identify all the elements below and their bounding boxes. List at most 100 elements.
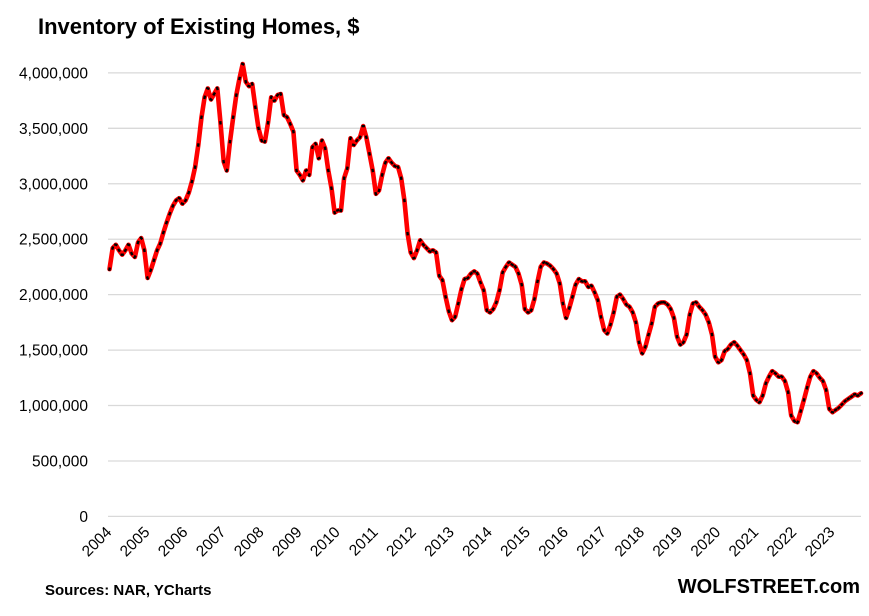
data-point-dash-marker <box>662 300 667 305</box>
data-point-dash-marker <box>389 160 394 165</box>
data-point-dash-marker <box>399 176 403 181</box>
data-point-dash-marker <box>510 262 515 267</box>
data-point-dash-marker <box>710 332 714 337</box>
data-point-dash-marker <box>409 250 413 255</box>
data-point-dash-marker <box>244 79 248 84</box>
data-point-dash-marker <box>358 135 362 140</box>
data-point-dash-marker <box>691 301 695 306</box>
x-tick-label: 2008 <box>231 524 267 560</box>
data-point-dash-marker <box>827 406 831 411</box>
data-point-dash-marker <box>326 168 330 173</box>
x-tick-label: 2010 <box>307 524 344 561</box>
data-point-dash-marker <box>612 310 616 315</box>
data-point-dash-marker <box>437 273 441 278</box>
data-point-dash-marker <box>368 151 371 156</box>
data-point-dash-marker <box>802 397 806 402</box>
y-tick-label: 2,000,000 <box>19 287 88 304</box>
data-point-dash-marker <box>418 238 423 243</box>
data-point-dash-marker <box>646 332 651 337</box>
data-point-dash-marker <box>786 390 790 395</box>
data-point-dash-marker <box>713 354 717 359</box>
data-point-dash-marker <box>345 166 349 171</box>
data-point-dash-marker <box>152 258 156 263</box>
data-point-dash-marker <box>205 86 210 91</box>
data-point-dash-marker <box>751 393 755 398</box>
data-point-dash-marker <box>643 344 648 349</box>
data-point-dash-marker <box>650 321 654 326</box>
x-tick-label: 2015 <box>497 524 533 560</box>
data-point-dash-marker <box>431 248 435 252</box>
data-point-dash-marker <box>187 190 191 195</box>
data-point-dash-marker <box>136 240 140 245</box>
data-point-dash-marker <box>523 307 527 311</box>
data-point-dash-marker <box>374 191 378 196</box>
data-point-dash-marker <box>536 279 540 284</box>
data-point-dash-marker <box>108 267 111 272</box>
data-point-dash-marker <box>351 143 356 147</box>
data-point-dash-marker <box>424 246 429 251</box>
data-point-dash-marker <box>719 357 724 363</box>
data-point-dash-marker <box>475 271 480 276</box>
data-point-dash-marker <box>275 92 280 98</box>
data-point-dash-marker <box>123 248 128 253</box>
data-point-dash-marker <box>773 371 778 376</box>
data-point-dash-marker <box>576 277 581 281</box>
data-point-dash-marker <box>459 287 464 292</box>
data-point-dash-marker <box>415 248 419 253</box>
data-point-dash-marker <box>126 242 131 247</box>
data-point-dash-marker <box>193 165 197 170</box>
data-point-dash-marker <box>285 115 290 120</box>
data-point-dash-marker <box>688 312 692 317</box>
data-point-dash-marker <box>681 340 686 345</box>
x-tick-label: 2022 <box>764 524 800 560</box>
data-point-dash-marker <box>313 141 318 146</box>
data-point-dash-marker <box>551 267 556 272</box>
data-point-dash-marker <box>554 271 559 276</box>
data-point-dash-marker <box>830 410 835 414</box>
data-point-dash-marker <box>637 340 641 345</box>
data-point-dash-marker <box>282 113 286 117</box>
chart-title: Inventory of Existing Homes, $ <box>38 14 360 39</box>
data-point-dash-marker <box>238 76 241 81</box>
y-tick-label: 2,500,000 <box>19 232 88 249</box>
data-point-dash-marker <box>117 248 121 253</box>
data-point-dash-marker <box>259 138 264 143</box>
data-point-dash-marker <box>335 208 340 213</box>
data-point-dash-marker <box>624 302 629 307</box>
data-point-dash-marker <box>529 308 534 313</box>
data-point-dash-marker <box>548 263 553 268</box>
data-point-dash-marker <box>161 230 166 235</box>
data-point-dash-marker <box>748 371 752 376</box>
data-point-dash-marker <box>596 298 600 303</box>
x-tick-label: 2016 <box>536 524 572 560</box>
data-point-dash-marker <box>656 301 661 306</box>
data-point-dash-marker <box>599 314 603 319</box>
data-point-dash-marker <box>583 279 588 284</box>
x-tick-label: 2012 <box>383 524 419 560</box>
data-point-dash-marker <box>602 328 606 333</box>
data-point-dash-marker <box>234 93 238 97</box>
data-point-dash-marker <box>183 198 188 203</box>
data-point-dash-marker <box>444 294 448 299</box>
data-point-dash-marker <box>203 95 207 100</box>
x-tick-label: 2007 <box>193 524 229 560</box>
data-point-dash-marker <box>272 98 277 103</box>
x-tick-label: 2018 <box>612 524 648 560</box>
data-point-dash-marker <box>824 388 828 392</box>
data-point-dash-marker <box>707 320 711 325</box>
data-point-dash-marker <box>567 305 571 310</box>
data-point-dash-marker <box>564 316 569 320</box>
data-point-dash-marker <box>310 145 314 150</box>
data-point-dash-marker <box>453 314 457 319</box>
footer-sources: Sources: NAR, YCharts <box>45 582 212 599</box>
y-tick-label: 0 <box>79 509 88 526</box>
data-point-dash-marker <box>269 95 273 100</box>
data-point-dash-marker <box>608 322 613 327</box>
data-point-dash-marker <box>456 301 460 306</box>
data-point-dash-marker <box>488 310 492 314</box>
data-point-dash-marker <box>580 279 584 284</box>
data-point-dash-marker <box>485 308 489 313</box>
data-point-dash-marker <box>856 394 860 397</box>
